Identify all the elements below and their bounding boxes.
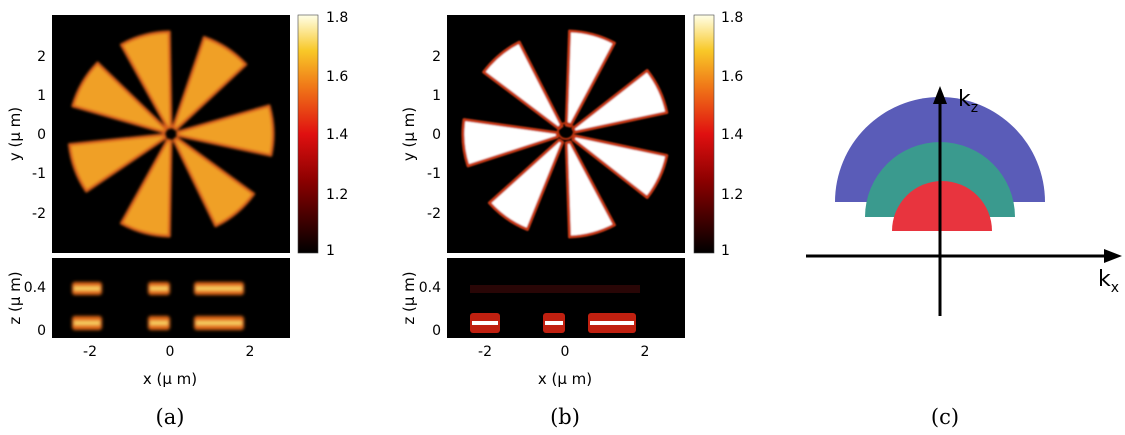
panel-a-z-ticks: 0.40 bbox=[24, 280, 46, 339]
tick-label: -2 bbox=[83, 344, 97, 360]
field-band-core bbox=[74, 286, 100, 291]
panel-b-x-ticks: -2 0 2 bbox=[478, 344, 649, 360]
panel-b-xz-bands bbox=[470, 285, 640, 333]
field-band-core bbox=[150, 286, 168, 291]
field-band-core bbox=[545, 321, 563, 325]
panel-b-top-ylabel: y (μ m) bbox=[400, 107, 418, 161]
panel-b-wedges bbox=[461, 29, 669, 239]
tick-label: -2 bbox=[427, 206, 441, 222]
kx-axis-label: kx bbox=[1098, 267, 1119, 296]
panel-b-caption: (b) bbox=[550, 405, 580, 429]
tick-label: 0 bbox=[561, 344, 570, 360]
field-band-core bbox=[74, 321, 100, 325]
tick-label: 0 bbox=[432, 323, 441, 339]
tick-label: 0.4 bbox=[24, 280, 46, 296]
tick-label: 1.2 bbox=[326, 187, 348, 203]
shell-inner bbox=[892, 181, 992, 231]
wedge bbox=[68, 133, 167, 193]
panel-a-x-ticks: -2 0 2 bbox=[83, 344, 254, 360]
panel-b-y-ticks: 2 1 0 -1 -2 bbox=[427, 49, 441, 222]
wedge bbox=[461, 118, 559, 168]
tick-label: 0 bbox=[37, 127, 46, 143]
tick-label: 1.2 bbox=[721, 187, 743, 203]
kx-axis-arrowhead bbox=[1104, 249, 1122, 263]
tick-label: 1 bbox=[432, 88, 441, 104]
wedge bbox=[571, 134, 669, 199]
tick-label: 2 bbox=[641, 344, 650, 360]
tick-label: 0.4 bbox=[419, 280, 441, 296]
tick-label: 1 bbox=[326, 243, 335, 259]
field-band-core bbox=[472, 321, 498, 325]
tick-label: -1 bbox=[427, 166, 441, 182]
panel-b: 1.81.61.41.21 210-1-2 y (μ m) 0.40 -2 0 2 … bbox=[400, 10, 743, 429]
tick-label: 2 bbox=[246, 344, 255, 360]
panel-a-y-ticks: 2 1 0 -1 -2 bbox=[32, 49, 46, 222]
tick-label: 2 bbox=[37, 49, 46, 65]
panel-b-bottom-ylabel: z (μ m) bbox=[400, 271, 418, 324]
wedge bbox=[176, 104, 275, 157]
wedge bbox=[482, 40, 564, 131]
wedge bbox=[487, 138, 565, 231]
panel-a-bottom-ylabel: z (μ m) bbox=[6, 271, 24, 324]
tick-label: 1.4 bbox=[326, 127, 348, 143]
kz-axis-label: kz bbox=[958, 87, 978, 116]
wedge bbox=[120, 30, 173, 130]
tick-label: -2 bbox=[32, 206, 46, 222]
wedge bbox=[71, 61, 168, 134]
wedge bbox=[564, 29, 616, 128]
field-band-core bbox=[196, 321, 242, 325]
panel-c: kz kx (c) bbox=[806, 86, 1122, 429]
faint-band bbox=[470, 285, 640, 293]
panel-b-colorbar bbox=[693, 14, 715, 254]
kz-axis-arrowhead bbox=[933, 86, 947, 104]
panel-a: 1.81.61.41.21 210-1-2 y (μ m) 0.40 -2 0 2 … bbox=[6, 10, 348, 429]
tick-label: 0 bbox=[37, 323, 46, 339]
panel-b-colorbar-ticks: 1.8 1.6 1.4 1.2 1 bbox=[721, 10, 743, 259]
panel-a-wedges bbox=[68, 30, 275, 238]
field-band-core bbox=[590, 321, 634, 325]
field-band-core bbox=[150, 321, 168, 325]
tick-label: 1.8 bbox=[721, 10, 743, 26]
tick-label: 1.8 bbox=[326, 10, 348, 26]
panel-a-colorbar bbox=[297, 14, 319, 254]
panel-a-top-ylabel: y (μ m) bbox=[6, 107, 24, 161]
panel-b-xlabel: x (μ m) bbox=[538, 370, 592, 388]
panel-a-xz-bands bbox=[72, 282, 244, 330]
wedge bbox=[120, 138, 173, 238]
center-ring bbox=[557, 122, 575, 140]
tick-label: -1 bbox=[32, 166, 46, 182]
wedge bbox=[564, 140, 616, 239]
wedge bbox=[571, 69, 669, 134]
panel-a-caption: (a) bbox=[156, 405, 185, 429]
wedge bbox=[172, 136, 256, 228]
tick-label: 1 bbox=[721, 243, 730, 259]
tick-label: 2 bbox=[432, 49, 441, 65]
tick-label: 1.6 bbox=[326, 69, 348, 85]
panel-c-caption: (c) bbox=[931, 405, 959, 429]
wedge bbox=[171, 36, 248, 131]
panel-a-xlabel: x (μ m) bbox=[143, 370, 197, 388]
tick-label: 1.6 bbox=[721, 69, 743, 85]
panel-b-z-ticks: 0.40 bbox=[419, 280, 441, 339]
tick-label: 1.4 bbox=[721, 127, 743, 143]
tick-label: 0 bbox=[166, 344, 175, 360]
panel-a-colorbar-ticks: 1.8 1.6 1.4 1.2 1 bbox=[326, 10, 348, 259]
tick-label: -2 bbox=[478, 344, 492, 360]
field-band-core bbox=[196, 286, 242, 291]
tick-label: 0 bbox=[432, 127, 441, 143]
tick-label: 1 bbox=[37, 88, 46, 104]
